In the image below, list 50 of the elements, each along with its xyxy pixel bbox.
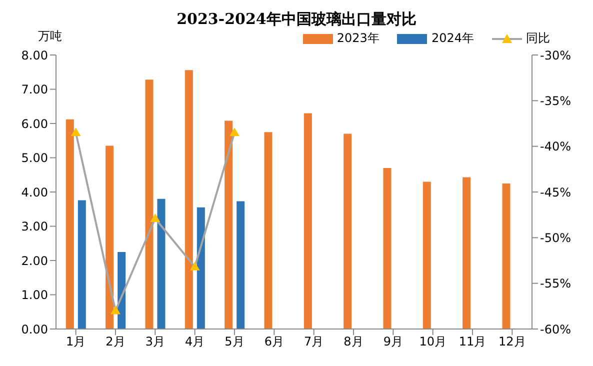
legend-label: 同比	[525, 30, 550, 47]
bar	[502, 183, 510, 329]
y2-tick-label: -45%	[540, 185, 572, 200]
bar	[383, 168, 392, 329]
x-tick-label: 4月	[185, 334, 205, 349]
y2-tick-label: -50%	[540, 230, 572, 245]
y2-tick-label: -35%	[540, 94, 572, 108]
y2-tick-label: -60%	[540, 322, 572, 336]
x-tick-label: 2月	[106, 334, 126, 349]
y-tick-label: 3.00	[21, 220, 48, 234]
bar	[264, 132, 272, 329]
bar	[236, 201, 245, 329]
bar	[196, 207, 205, 329]
y-tick-label: 8.00	[21, 48, 48, 62]
x-tick-label: 12月	[498, 334, 526, 349]
y-tick-label: 2.00	[21, 254, 48, 268]
bar	[224, 120, 233, 329]
legend-label: 2024年	[430, 30, 474, 47]
x-tick-label: 10月	[419, 334, 446, 349]
x-tick-label: 5月	[224, 334, 244, 349]
bar	[184, 70, 193, 329]
y2-tick-label: -55%	[540, 276, 572, 291]
bar	[157, 198, 166, 329]
y2-tick-label: -40%	[540, 140, 572, 154]
bar	[106, 146, 114, 329]
x-tick-label: 3月	[145, 334, 165, 349]
bar	[344, 134, 352, 329]
y-tick-label: 6.00	[21, 116, 48, 131]
x-tick-label: 7月	[304, 334, 324, 349]
x-tick-label: 8月	[344, 334, 364, 349]
y-tick-label: 0.00	[21, 322, 48, 336]
y-tick-label: 4.00	[21, 185, 48, 200]
y-axis-title: 万吨	[38, 28, 62, 45]
bar	[118, 252, 126, 329]
x-tick-label: 9月	[383, 334, 403, 349]
chart-title: 2023-2024年中国玻璃出口量对比	[176, 10, 418, 29]
bar	[422, 182, 431, 329]
y-tick-label: 7.00	[21, 82, 48, 97]
x-tick-label: 6月	[264, 334, 284, 349]
y-tick-label: 1.00	[21, 288, 48, 302]
y2-tick-label: -30%	[540, 48, 572, 62]
y-tick-label: 5.00	[21, 151, 48, 166]
bar	[304, 113, 312, 329]
legend-label: 2023年	[336, 30, 380, 47]
bar	[462, 177, 471, 329]
x-tick-label: 11月	[458, 334, 486, 349]
x-tick-label: 1月	[66, 334, 86, 349]
bar	[66, 119, 74, 329]
bar	[145, 80, 154, 329]
bar	[78, 200, 86, 329]
